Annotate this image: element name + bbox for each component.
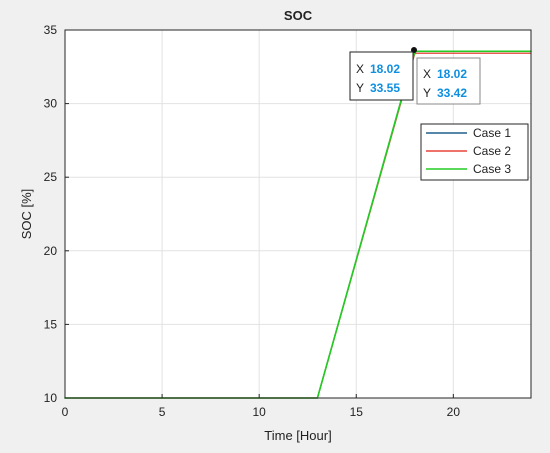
y-axis-label: SOC [%]	[19, 189, 34, 240]
y-tick-label: 30	[44, 97, 58, 111]
datatip-case-2[interactable]: X 18.02 Y 33.42	[416, 57, 481, 105]
datatip-x-value: 18.02	[437, 67, 467, 81]
datatip-case-1[interactable]: X 18.02 Y 33.55	[349, 51, 414, 101]
datatip-box	[416, 57, 481, 105]
x-tick-label: 10	[252, 405, 266, 419]
y-tick-label: 35	[44, 23, 58, 37]
x-tick-label: 20	[447, 405, 461, 419]
legend[interactable]: Case 1 Case 2 Case 3	[420, 123, 529, 181]
datatip-y-value: 33.55	[370, 81, 400, 95]
datatip-x-value: 18.02	[370, 62, 400, 76]
legend-label-case-1: Case 1	[473, 126, 511, 140]
y-tick-label: 10	[44, 391, 58, 405]
datatip-y-label: Y	[423, 86, 431, 100]
datatip-box	[349, 51, 414, 101]
datatip-y-label: Y	[356, 81, 364, 95]
y-tick-label: 20	[44, 244, 58, 258]
x-axis-label: Time [Hour]	[264, 428, 331, 443]
chart-title: SOC	[284, 8, 313, 23]
y-axis: 10 15 20 25 30 35	[44, 23, 69, 405]
x-tick-label: 15	[350, 405, 364, 419]
datatip-x-label: X	[423, 67, 431, 81]
datatip-y-value: 33.42	[437, 86, 467, 100]
y-tick-label: 25	[44, 170, 58, 184]
x-axis: 0 5 10 15 20	[62, 394, 461, 419]
x-tick-label: 5	[159, 405, 166, 419]
axes-box	[64, 29, 532, 399]
x-tick-label: 0	[62, 405, 69, 419]
legend-label-case-2: Case 2	[473, 144, 511, 158]
y-tick-label: 15	[44, 317, 58, 331]
datatip-x-label: X	[356, 62, 364, 76]
legend-label-case-3: Case 3	[473, 162, 511, 176]
